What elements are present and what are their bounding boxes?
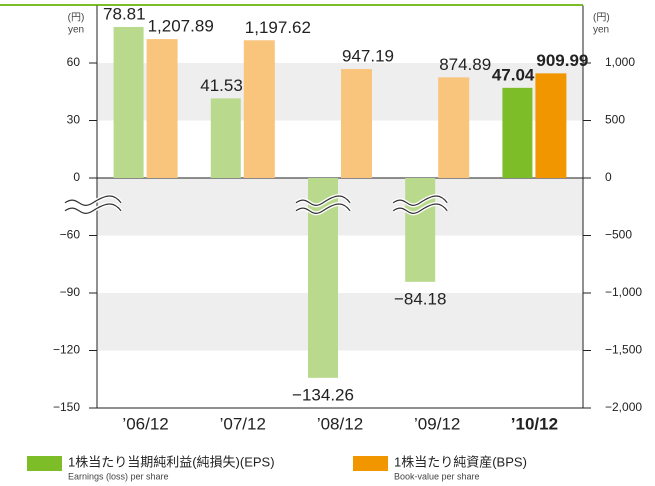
y-tick-label: 0 [73,170,80,184]
bar [405,178,436,282]
x-tick-label: ’09/12 [414,414,460,433]
legend-label-en: Book-value per share [394,471,480,481]
y-tick-label: −120 [53,343,80,357]
y-tick-label: 60 [67,55,81,69]
legend-label-en: Earnings (loss) per share [68,471,169,481]
bar [113,26,144,179]
y-tick-label: −150 [53,400,80,414]
y-tick-label: −60 [60,228,81,242]
x-tick-label: ’10/12 [511,414,558,433]
bands [97,63,583,351]
bar [243,40,275,179]
bar [502,87,533,178]
legend-swatch [353,456,388,471]
bar-break [295,203,351,214]
bar-break [392,195,448,206]
y2-tick-label: −1,000 [605,285,642,299]
y-tick-label: 30 [67,113,81,127]
bar [535,73,567,178]
legend-label: 1株当たり当期純利益(純損失)(EPS) [68,454,275,469]
axis-break [64,195,122,206]
band [97,293,583,351]
legend-swatch [27,456,62,471]
bar [438,77,470,178]
x-tick-label: ’08/12 [317,414,363,433]
value-label: 47.04 [492,65,535,84]
value-label: 78.81 [103,4,146,23]
axis-break [64,203,122,214]
band [97,178,583,236]
value-label: 1,207.89 [148,17,214,36]
y2-tick-label: 1,000 [605,55,635,69]
value-label: 1,197.62 [245,18,311,37]
value-label: −134.26 [292,385,354,404]
y-tick-label: −90 [60,285,81,299]
y-unit: (円) [68,13,85,24]
y2-tick-label: −2,000 [605,400,642,414]
value-label: 41.53 [200,76,243,95]
y2-tick-label: −500 [605,228,632,242]
bar [210,98,241,178]
bar-break [295,195,351,206]
x-tick-label: ’07/12 [220,414,266,433]
y2-unit: (円) [593,13,610,24]
legend-label: 1株当たり純資産(BPS) [394,454,527,469]
value-label: −84.18 [394,289,446,308]
bar-break [392,203,448,214]
value-label: 874.89 [439,55,491,74]
band [97,63,583,121]
x-tick-label: ’06/12 [122,414,168,433]
y2-unit-en: yen [593,25,609,36]
y2-tick-label: 500 [605,113,625,127]
y2-tick-label: −1,500 [605,343,642,357]
value-label: 909.99 [536,51,588,70]
y2-tick-label: 0 [605,170,612,184]
y-unit-en: yen [68,25,84,36]
value-label: 947.19 [342,47,394,66]
bar [341,69,372,178]
bar [146,39,178,178]
